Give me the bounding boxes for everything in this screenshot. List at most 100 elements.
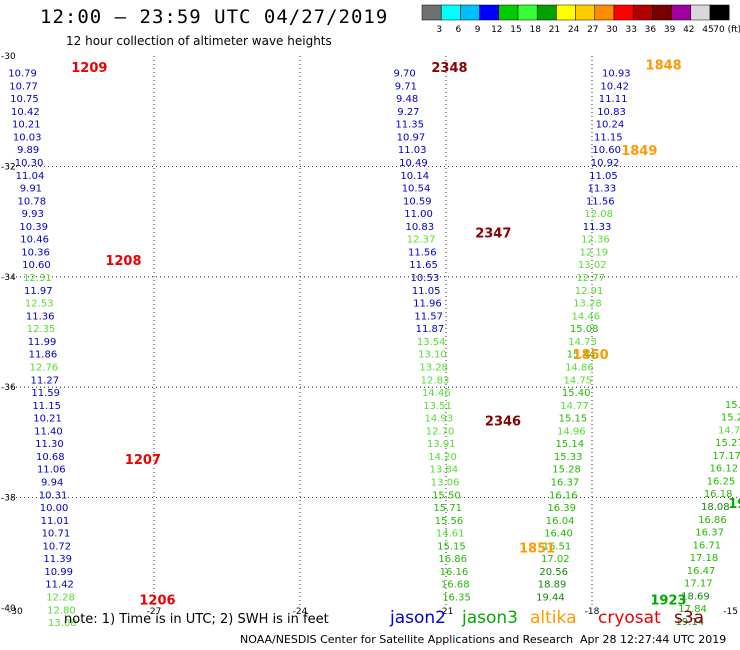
colorbar-label: 12 (491, 25, 502, 35)
swh-value: 15.08 (570, 324, 599, 335)
swh-value: 12.80 (47, 605, 76, 616)
swh-value: 11.96 (413, 299, 442, 310)
swh-value: 15.14 (555, 439, 584, 450)
colorbar-label: 21 (549, 25, 560, 35)
swh-value: 12.83 (421, 375, 450, 386)
swh-value: 10.00 (40, 503, 69, 514)
swh-value: 14.46 (571, 311, 600, 322)
x-tick-label: -21 (439, 607, 454, 617)
swh-value: 10.59 (403, 196, 432, 207)
swh-value: 10.21 (33, 414, 62, 425)
legend-altika: altika (530, 608, 577, 628)
colorbar-label: 6 (456, 25, 462, 35)
x-tick-label: -24 (293, 607, 308, 617)
colorbar-swatch (556, 4, 576, 21)
swh-value: 15.15 (559, 414, 588, 425)
swh-value: 14.73 (568, 337, 597, 348)
swh-value: 12.08 (584, 209, 613, 220)
swh-value: 10.03 (13, 132, 42, 143)
swh-value: 11.36 (26, 311, 55, 322)
swh-value: 11.04 (16, 171, 45, 182)
swh-value: 9.71 (395, 81, 417, 92)
swh-value: 13.51 (423, 401, 452, 412)
swh-value: 17.18 (690, 553, 719, 564)
swh-value: 13.10 (418, 350, 447, 361)
swh-value: 10.77 (9, 81, 38, 92)
colorbar-swatch (479, 4, 500, 21)
time-label: 1207 (125, 453, 161, 468)
swh-value: 16.68 (441, 580, 470, 591)
swh-value: 13.08 (48, 618, 77, 629)
swh-value: 13.28 (573, 299, 602, 310)
swh-value: 12.76 (30, 362, 59, 373)
swh-value: 9.93 (22, 209, 44, 220)
colorbar-label: 3 (436, 25, 442, 35)
swh-value: 11.05 (589, 171, 618, 182)
time-label: 1851 (519, 541, 555, 556)
swh-value: 16.40 (544, 529, 573, 540)
colorbar-swatch (421, 4, 442, 21)
swh-value: 11.59 (31, 388, 60, 399)
colorbar-label: 15 (510, 25, 521, 35)
swh-value: 14.86 (565, 362, 594, 373)
swh-value: 16.12 (709, 464, 738, 475)
swh-value: 14.75 (563, 375, 592, 386)
time-label: 1850 (573, 348, 609, 363)
swh-value: 16.16 (549, 490, 578, 501)
swh-value: 10.78 (18, 196, 47, 207)
colorbar-label: 36 (645, 25, 657, 35)
swh-value: 9.94 (41, 477, 63, 488)
swh-value: 14.77 (560, 401, 589, 412)
swh-value: 12.35 (27, 324, 56, 335)
time-label: 2348 (431, 61, 467, 76)
swh-value: 12.28 (46, 592, 75, 603)
swh-value: 16.51 (543, 541, 572, 552)
colorbar-swatch (575, 4, 596, 21)
time-label: 1848 (646, 58, 682, 73)
swh-value: 9.70 (394, 69, 416, 80)
swh-value: 16.04 (546, 516, 575, 527)
swh-value: 11.35 (395, 120, 424, 131)
colorbar-label: 39 (664, 25, 676, 35)
swh-value: 12.70 (426, 426, 455, 437)
swh-value: 16.86 (698, 515, 727, 526)
colorbar-label: 70 (ft) (713, 25, 740, 35)
swh-value: 12.37 (407, 235, 436, 246)
swh-value: 14.93 (424, 414, 453, 425)
legend-jason3: jason3 (462, 608, 518, 628)
swh-value: 14.61 (436, 529, 465, 540)
swh-value: 14.77 (718, 425, 740, 436)
swh-value: 11.05 (412, 286, 441, 297)
swh-value: 15.27 (715, 438, 740, 449)
swh-value: 11.65 (409, 260, 438, 271)
swh-value: 15.2 (725, 400, 740, 411)
swh-value: 20.56 (539, 567, 568, 578)
swh-value: 10.49 (399, 158, 428, 169)
swh-value: 12.77 (576, 273, 605, 284)
time-label: 1206 (139, 594, 175, 609)
colorbar-label: 45 (702, 25, 713, 35)
swh-value: 15.33 (554, 452, 583, 463)
swh-value: 16.37 (695, 528, 724, 539)
swh-value: 18.08 (701, 502, 730, 513)
legend-s3a: s3a (674, 608, 705, 628)
swh-value: 17.17 (684, 579, 713, 590)
swh-value: 16.71 (692, 540, 721, 551)
time-label: 1923 (650, 594, 686, 609)
swh-value: 10.42 (600, 81, 629, 92)
swh-value: 10.36 (21, 247, 50, 258)
swh-value: 10.83 (597, 107, 626, 118)
x-tick-label: -27 (147, 607, 162, 617)
swh-value: 10.31 (39, 490, 68, 501)
swh-value: 13.91 (427, 439, 456, 450)
swh-value: 11.00 (404, 209, 433, 220)
colorbar-label: 18 (529, 25, 541, 35)
swh-value: 10.92 (591, 158, 620, 169)
swh-value: 10.14 (400, 171, 429, 182)
swh-value: 16.25 (707, 476, 736, 487)
colorbar-label: 9 (475, 25, 481, 35)
swh-value: 11.99 (28, 337, 57, 348)
time-label: 2346 (485, 414, 521, 429)
time-label: 1924 (728, 497, 740, 512)
